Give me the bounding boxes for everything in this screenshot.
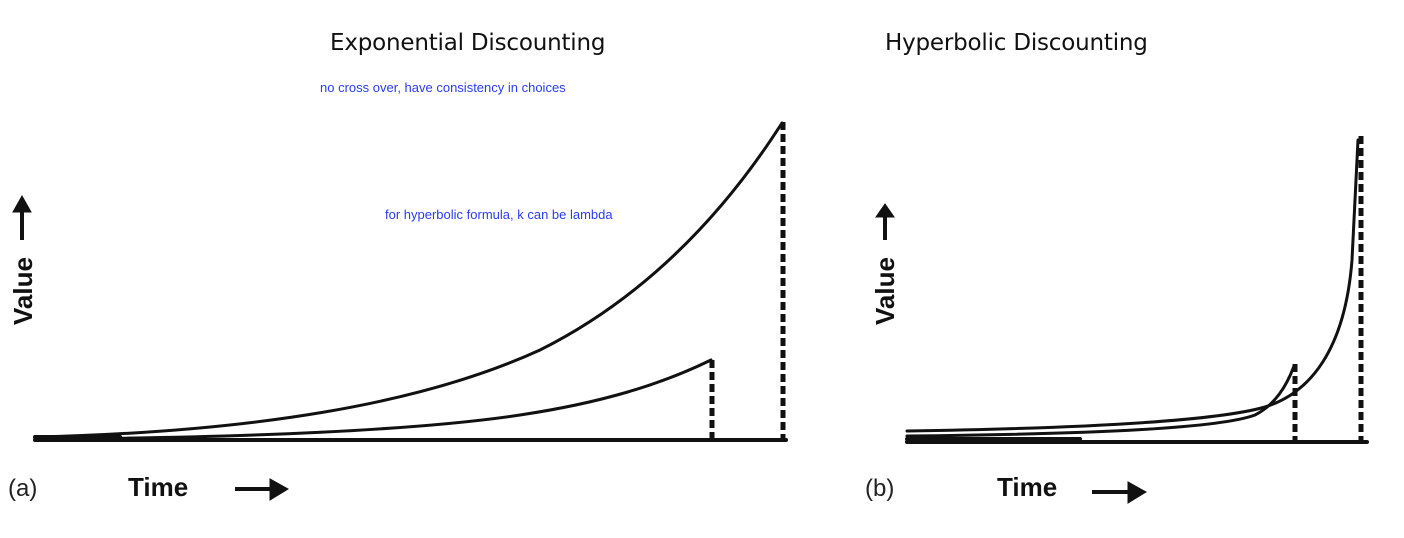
panel-a-title: Exponential Discounting [330, 30, 606, 56]
panel-b-large-reward-curve [905, 138, 1360, 433]
panel-a-y-arrow-icon [12, 194, 32, 240]
panel-a-small-reward-curve [33, 358, 713, 441]
panel-a-x-arrow-icon [235, 478, 289, 501]
panel-a-note-mid: for hyperbolic formula, k can be lambda [385, 207, 613, 222]
panel-b-y-arrow-icon [875, 203, 895, 240]
panel-b-y-label: Value [870, 257, 900, 325]
panel-a-y-label: Value [8, 257, 38, 325]
panel-a-plot [33, 121, 788, 442]
panel-a-label: (a) [8, 475, 38, 502]
panel-b-label: (b) [865, 475, 895, 502]
panel-a-large-reward-curve [33, 121, 784, 439]
panel-b-x-arrow-icon [1092, 481, 1147, 504]
panel-b-title: Hyperbolic Discounting [885, 30, 1148, 56]
panel-b-small-reward-curve [905, 364, 1296, 438]
panel-a-x-label: Time [128, 472, 189, 502]
panel-b-plot [905, 136, 1369, 444]
panel-a-note-top: no cross over, have consistency in choic… [320, 80, 566, 95]
panel-b-x-label: Time [997, 472, 1058, 502]
